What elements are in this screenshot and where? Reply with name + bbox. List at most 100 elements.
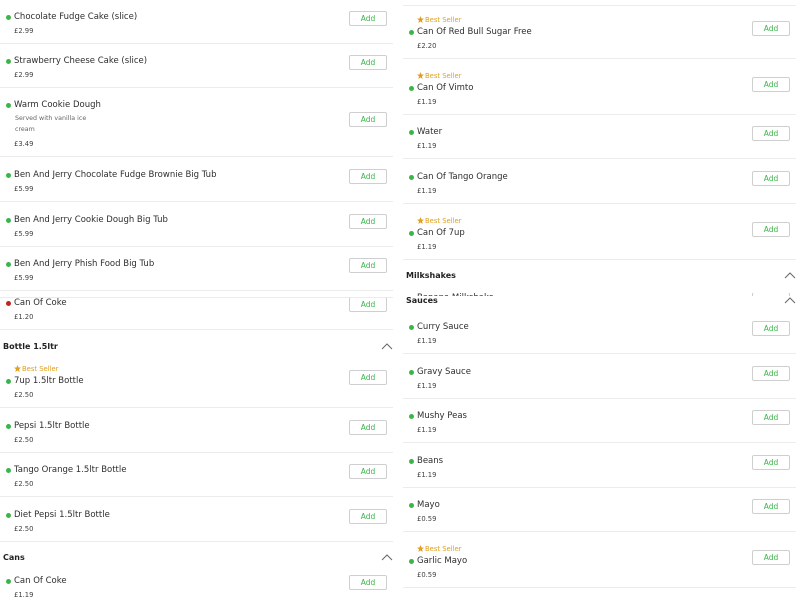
item-price: £1.19 [417,471,437,479]
best-seller-badge: Best Seller [425,72,462,80]
separator [403,58,796,59]
item-name[interactable]: Curry Sauce [417,322,469,332]
item-name[interactable]: Ben And Jerry Chocolate Fudge Brownie Bi… [14,170,217,180]
item-name[interactable]: Tango Orange 1.5ltr Bottle [14,465,127,475]
item-name[interactable]: Gravy Sauce [417,367,471,377]
chevron-up [381,554,393,561]
add-button[interactable]: Add [349,575,387,590]
item-name[interactable]: Can Of Vimto [417,83,474,93]
separator [403,442,796,443]
item-name[interactable]: Ben And Jerry Cookie Dough Big Tub [14,215,168,225]
item-price: £2.99 [14,71,34,79]
separator [0,87,393,88]
item-name[interactable]: Can Of Red Bull Sugar Free [417,27,532,37]
item-price: £5.99 [14,274,34,282]
item-price: £1.19 [417,243,437,251]
item-name[interactable]: Can Of Coke [14,576,67,586]
add-button[interactable]: Add [752,455,790,470]
item-price: £1.19 [417,187,437,195]
status-dot [409,558,414,564]
add-button[interactable]: Add [752,126,790,141]
item-price: £1.19 [417,337,437,345]
add-button[interactable]: Add [752,321,790,336]
separator [403,158,796,159]
separator [403,114,796,115]
status-dot [6,512,11,518]
best-seller-badge: Best Seller [425,16,462,24]
add-button[interactable]: Add [349,214,387,229]
add-button[interactable]: Add [349,112,387,127]
separator [0,290,393,291]
separator [0,496,393,497]
item-price: £2.50 [14,391,34,399]
item-name[interactable]: Can Of Coke [14,298,67,308]
add-button[interactable]: Add [752,222,790,237]
section-heading[interactable]: Cans [3,553,25,562]
add-button[interactable]: Add [752,366,790,381]
add-button[interactable]: Add [752,550,790,565]
status-dot [409,85,414,91]
add-button[interactable]: Add [752,499,790,514]
add-button[interactable]: Add [349,169,387,184]
add-button[interactable]: Add [349,11,387,26]
status-dot [6,102,11,108]
item-price: £2.50 [14,480,34,488]
separator [0,43,393,44]
item-name[interactable]: 7up 1.5ltr Bottle [14,376,84,386]
star-icon [417,545,424,552]
item-name[interactable]: Mayo [417,500,440,510]
add-button[interactable]: Add [349,258,387,273]
status-dot [6,467,11,473]
status-dot [6,300,11,306]
add-button[interactable]: Add [752,410,790,425]
item-price: £3.49 [14,140,34,148]
item-price: £0.59 [417,515,437,523]
status-dot [409,324,414,330]
item-name[interactable]: Diet Pepsi 1.5ltr Bottle [14,510,110,520]
separator [0,246,393,247]
separator [403,587,796,588]
item-name[interactable]: Beans [417,456,444,466]
item-name[interactable]: Can Of 7up [417,228,465,238]
item-name[interactable]: Pepsi 1.5ltr Bottle [14,421,90,431]
item-name[interactable]: Garlic Mayo [417,556,468,566]
item-price: £5.99 [14,185,34,193]
item-name[interactable]: Chocolate Fudge Cake (slice) [14,12,138,22]
status-dot [409,458,414,464]
status-dot [6,261,11,267]
item-name[interactable]: Mushy Peas [417,411,467,421]
add-button[interactable]: Add [752,171,790,186]
item-price: £2.99 [14,27,34,35]
status-dot [409,129,414,135]
separator [0,156,393,157]
separator [403,398,796,399]
add-button[interactable]: Add [349,55,387,70]
add-button[interactable]: Add [349,464,387,479]
add-button[interactable]: Add [349,370,387,385]
status-dot [6,14,11,20]
add-button[interactable]: Add [349,509,387,524]
item-name[interactable]: Strawberry Cheese Cake (slice) [14,56,148,66]
item-name[interactable]: Water [417,127,443,137]
add-button[interactable]: Add [752,77,790,92]
separator [403,5,796,6]
status-dot [409,230,414,236]
item-name[interactable]: Ben And Jerry Phish Food Big Tub [14,259,155,269]
add-button[interactable]: Add [752,21,790,36]
status-dot [409,413,414,419]
status-dot [6,578,11,584]
section-heading[interactable]: Milkshakes [406,271,456,280]
item-description: Served with vanilla ice cream [15,115,87,133]
add-button[interactable]: Add [349,420,387,435]
chevron-up [381,343,393,350]
item-price: £1.19 [417,98,437,106]
item-price: £2.50 [14,436,34,444]
item-name[interactable]: Warm Cookie Dough [14,100,101,110]
item-name[interactable]: Can Of Tango Orange [417,172,508,182]
status-dot [6,378,11,384]
section-heading[interactable]: Sauces [406,296,438,305]
section-heading[interactable]: Bottle 1.5ltr [3,342,58,351]
item-price: £1.19 [14,591,34,599]
star-icon [417,72,424,79]
separator [0,407,393,408]
